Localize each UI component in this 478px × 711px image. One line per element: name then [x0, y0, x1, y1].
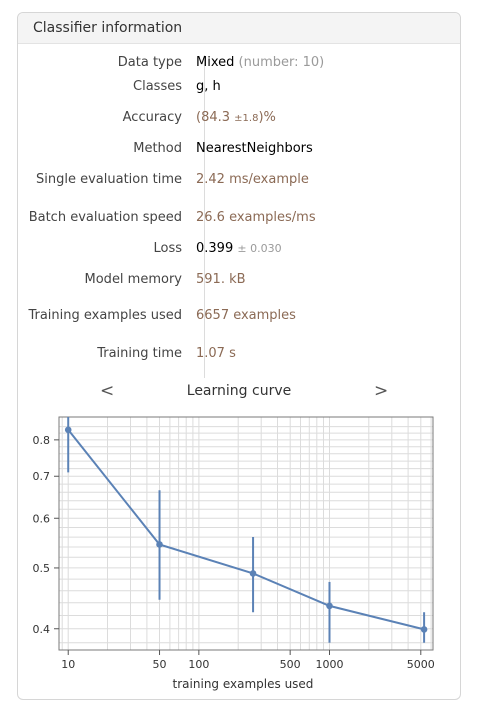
row-value: 1.07 s	[196, 346, 236, 361]
row-batch-eval-speed: Batch evaluation speed 26.6 examples/ms	[18, 206, 460, 230]
x-tick-label: 5000	[407, 658, 435, 671]
row-value: 26.6 examples/ms	[196, 210, 316, 225]
x-tick-label: 1000	[315, 658, 343, 671]
chart-grid	[59, 417, 433, 650]
row-model-memory: Model memory 591. kB	[18, 268, 460, 292]
row-training-examples: Training examples used 6657 examples	[18, 304, 460, 328]
row-accuracy: Accuracy (84.3 ±1.8)%	[18, 106, 460, 130]
row-data-type: Data type Mixed (number: 10)	[18, 51, 460, 75]
loss-value: 0.399	[196, 241, 234, 256]
row-value: g, h	[196, 79, 221, 94]
plot-frame	[58, 416, 434, 651]
row-value: 0.399 ± 0.030	[196, 241, 282, 256]
row-value: 591. kB	[196, 272, 246, 287]
row-loss: Loss 0.399 ± 0.030	[18, 237, 460, 261]
chart-ticks: 10 50 100 500 1000 5000 0.4 0.5 0.6 0.7 0.8	[33, 434, 435, 671]
row-classes: Classes g, h	[18, 75, 460, 99]
row-label: Accuracy	[122, 110, 182, 125]
row-label: Training examples used	[28, 308, 182, 323]
data-point	[249, 570, 257, 577]
row-value: Mixed (number: 10)	[196, 55, 324, 70]
learning-curve-chart: 10 50 100 500 1000 5000 0.4 0.5 0.6 0.7 0.8 traini…	[33, 416, 435, 691]
row-label: Single evaluation time	[36, 172, 182, 187]
x-tick-label: 500	[280, 658, 301, 671]
x-tick-label: 100	[188, 658, 209, 671]
row-single-eval-time: Single evaluation time 2.42 ms/example	[18, 168, 460, 192]
row-value: (84.3 ±1.8)%	[196, 110, 276, 125]
row-value: 2.42 ms/example	[196, 172, 309, 187]
y-tick-label: 0.6	[33, 512, 51, 525]
row-label: Data type	[117, 55, 182, 70]
x-tick-label: 50	[153, 658, 167, 671]
accuracy-suffix: )%	[258, 110, 276, 125]
y-tick-label: 0.4	[33, 623, 51, 636]
row-method: Method NearestNeighbors	[18, 137, 460, 161]
y-tick-label: 0.7	[33, 470, 51, 483]
row-value: 6657 examples	[196, 308, 296, 323]
next-chart-arrow[interactable]: >	[374, 381, 389, 401]
data-type-extra: (number: 10)	[238, 55, 325, 70]
y-tick-label: 0.5	[33, 562, 51, 575]
panel-title: Classifier information	[33, 20, 183, 36]
row-label: Method	[133, 141, 182, 156]
loss-uncertainty: ± 0.030	[237, 242, 282, 255]
row-label: Classes	[133, 79, 182, 94]
row-label: Model memory	[84, 272, 182, 287]
row-label: Training time	[97, 346, 182, 361]
data-type-value: Mixed	[196, 55, 235, 70]
y-tick-label: 0.8	[33, 434, 51, 447]
x-axis-label: training examples used	[173, 677, 314, 691]
row-training-time: Training time 1.07 s	[18, 342, 460, 366]
row-label: Batch evaluation speed	[28, 210, 182, 225]
learning-curve-header: < Learning curve >	[18, 381, 460, 403]
accuracy-value: (84.3	[196, 110, 231, 125]
previous-chart-arrow[interactable]: <	[100, 381, 115, 401]
data-point	[420, 626, 428, 633]
panel-header: Classifier information	[18, 13, 460, 44]
data-point	[156, 541, 163, 548]
data-point	[64, 426, 72, 434]
row-value: NearestNeighbors	[196, 141, 313, 156]
classifier-info-panel: Classifier information Data type Mixed (…	[17, 12, 461, 700]
data-point	[326, 602, 333, 610]
label-value-divider	[204, 55, 205, 378]
x-tick-label: 10	[61, 658, 75, 671]
chart-series	[64, 417, 428, 643]
series-line	[67, 429, 425, 631]
row-label: Loss	[153, 241, 182, 256]
learning-curve-title: Learning curve	[186, 383, 292, 399]
accuracy-uncertainty: ±1.8	[234, 113, 259, 124]
